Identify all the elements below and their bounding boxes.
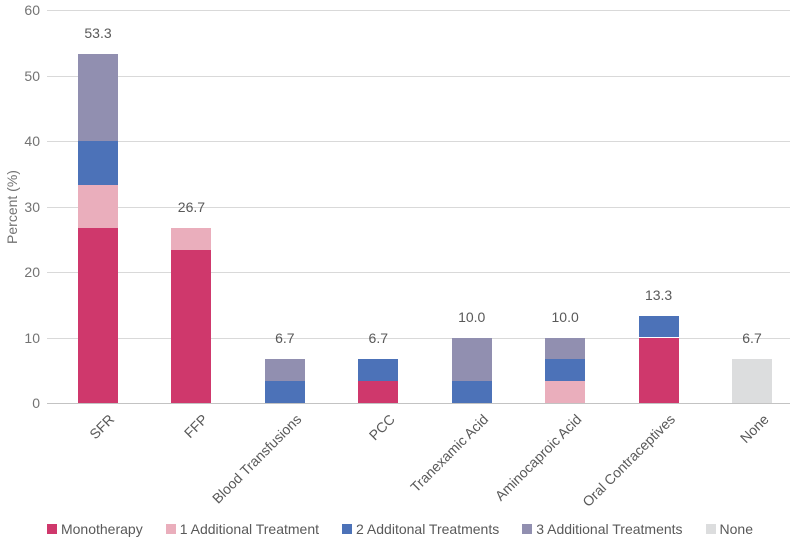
legend-swatch [522, 524, 533, 534]
gridline [47, 272, 790, 273]
bar-segment [78, 140, 118, 185]
bar-segment [78, 184, 118, 229]
bar-segment [264, 381, 305, 403]
bar-total-label: 13.3 [644, 286, 673, 303]
bar-total-label: 26.7 [177, 199, 206, 216]
legend-swatch [165, 524, 176, 534]
bar-segment [451, 337, 492, 382]
legend-label: Monotherapy [60, 521, 143, 537]
x-axis-label: PCC [365, 411, 398, 444]
bar-total-label: 6.7 [742, 330, 762, 347]
bar-segment [545, 337, 586, 360]
bar-segment [638, 315, 679, 338]
bar-segment [171, 228, 212, 251]
legend-label: 3 Additional Treatments [536, 521, 683, 537]
y-tick-label: 30 [24, 198, 40, 215]
x-axis-label: Tranexamic Acid [406, 411, 492, 496]
bar-total-label: 53.3 [84, 24, 112, 41]
bar-segment [451, 381, 492, 403]
y-tick-label: 60 [24, 2, 40, 18]
bar-total-label: 6.7 [275, 330, 295, 347]
bar-segment [638, 337, 679, 403]
y-tick-label: 50 [24, 67, 40, 84]
y-tick-label: 10 [24, 329, 40, 346]
bar-segment [358, 359, 399, 382]
bar-total-label: 10.0 [551, 308, 579, 325]
legend-item: Monotherapy [46, 521, 143, 537]
gridline [47, 10, 790, 11]
legend-item: 1 Additional Treatment [165, 521, 320, 537]
legend-item: 2 Additonal Treatments [342, 521, 499, 537]
bar-segment [171, 250, 212, 403]
legend-swatch [46, 524, 57, 534]
gridline [47, 337, 790, 339]
bar-segment [78, 53, 118, 141]
x-axis-label: FFP [180, 411, 211, 442]
bar-segment [545, 359, 586, 382]
x-axis-label: Aminocaproic Acid [491, 411, 585, 504]
legend: Monotherapy 1 Additional Treatment 2 Addit… [0, 521, 800, 537]
legend-label: 2 Additonal Treatments [356, 521, 500, 537]
y-tick-label: 20 [24, 264, 40, 280]
x-axis-label: None [736, 411, 772, 446]
x-axis-label: Oral Contraceptives [579, 411, 678, 510]
bar-segment [545, 381, 586, 403]
x-axis-line [47, 403, 790, 404]
legend-label: 1 Additional Treatment [179, 521, 320, 537]
gridline [47, 141, 790, 142]
legend-item: 3 Additional Treatments [522, 521, 683, 537]
y-tick-label: 0 [32, 395, 40, 411]
legend-label: None [719, 521, 753, 537]
legend-swatch [705, 524, 716, 534]
x-axis-label: Blood Transfusions [208, 411, 305, 507]
gridline [47, 206, 790, 208]
legend-item: None [705, 521, 753, 537]
bar-total-label: 10.0 [458, 308, 486, 325]
bar-total-label: 6.7 [368, 330, 389, 347]
bar-segment [358, 381, 399, 403]
y-tick-label: 40 [24, 133, 40, 149]
bar-segment [732, 359, 772, 403]
gridline [47, 75, 790, 77]
legend-swatch [342, 524, 353, 534]
x-axis-label: SFR [86, 411, 118, 443]
bar-segment [78, 228, 118, 403]
bar-segment [264, 359, 305, 382]
